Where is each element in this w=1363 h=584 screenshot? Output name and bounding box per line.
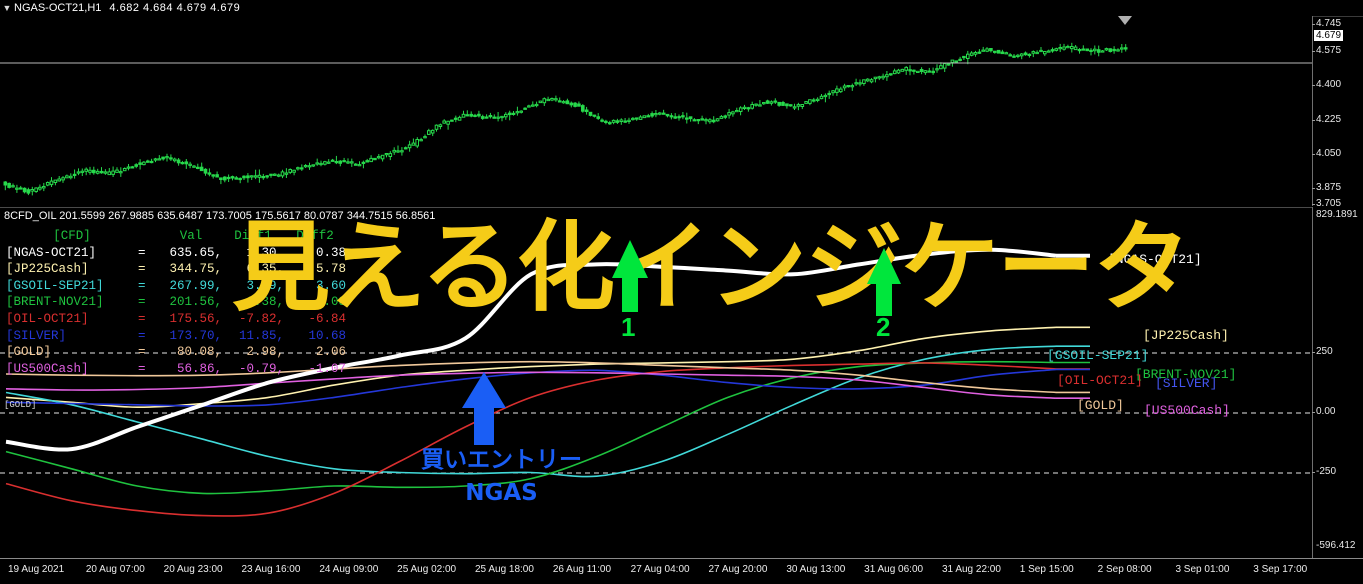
cfd-table-row: [BRENT-NOV21] = 201.56, -6.38, -6.08 [6, 295, 346, 310]
arrow-label-2: 2 [876, 312, 891, 342]
indicator-tick: 250 [1312, 346, 1333, 357]
series-label: [BRENT-NOV21] [1135, 367, 1237, 382]
arrow-label-1: 1 [621, 312, 636, 342]
time-axis-label: 3 Sep 17:00 [1253, 564, 1308, 575]
indicator-tick-min: -596.412 [1316, 540, 1356, 551]
price-axis-scale[interactable]: 4.745 4.679 4.575 4.400 4.225 4.050 3.87… [1311, 16, 1363, 209]
indicator-tick-max: 829.1891 [1316, 209, 1358, 220]
indicator-chart-pane[interactable]: [GOLD] [0, 207, 1313, 559]
series-label: [GSOIL-SEP21] [1047, 348, 1149, 363]
price-tick: 4.225 [1311, 114, 1342, 125]
price-tick: 4.745 [1311, 18, 1342, 29]
buy-entry-line2: NGAS [465, 480, 538, 506]
price-tick: 3.705 [1311, 198, 1342, 209]
cfd-table-row: [NGAS-OCT21] = 635.65, 1.30, 0.38 [6, 245, 346, 260]
indicator-left-small-label: [GOLD] [4, 400, 37, 410]
time-axis-label: 1 Sep 15:00 [1019, 564, 1074, 575]
series-line [5, 345, 1057, 478]
series-label: [GOLD] [1077, 398, 1124, 413]
cfd-table-row: [OIL-OCT21] = 175.56, -7.82, -6.84 [6, 311, 346, 326]
time-axis-label: 25 Aug 18:00 [474, 564, 534, 575]
time-axis-label: 23 Aug 16:00 [241, 564, 301, 575]
time-axis-label: 20 Aug 23:00 [163, 564, 223, 575]
series-line [5, 360, 1057, 394]
series-label: [SILVER] [1155, 376, 1218, 391]
series-line [5, 371, 1057, 399]
chart-ohlc-values: 4.682 4.684 4.679 4.679 [109, 2, 241, 14]
chart-cursor-marker [1118, 16, 1132, 25]
indicator-header-label: 8CFD_OIL 201.5599 267.9885 635.6487 173.… [4, 210, 436, 222]
cfd-table-row: [GOLD] = 80.08, 2.98, 2.06 [6, 345, 346, 360]
indicator-tick: 0.00 [1311, 406, 1336, 417]
series-label: [OIL-OCT21] [1057, 373, 1143, 388]
chevron-down-icon[interactable]: ▼ [2, 3, 12, 13]
price-tick: 3.875 [1311, 182, 1342, 193]
time-axis-label: 31 Aug 06:00 [864, 564, 924, 575]
time-axis-label: 3 Sep 01:00 [1175, 564, 1230, 575]
series-label: [NGAS-OCT21] [1108, 252, 1202, 267]
price-chart-pane[interactable] [0, 16, 1313, 206]
time-axis-label: 31 Aug 22:00 [941, 564, 1001, 575]
cfd-table-header: [CFD] Val Diff1 Diff2 [53, 229, 334, 243]
time-axis-label: 27 Aug 20:00 [708, 564, 768, 575]
series-line [5, 362, 1057, 517]
price-tick: 4.575 [1311, 45, 1342, 56]
price-tick: 4.400 [1311, 79, 1342, 90]
cfd-table-row: [GSOIL-SEP21] = 267.99, 3.69, 3.60 [6, 278, 346, 293]
time-axis-label: 24 Aug 09:00 [319, 564, 379, 575]
buy-entry-line1: 買いエントリー [421, 447, 582, 473]
headline-annotation: 見える化インジケータ [232, 211, 1191, 325]
series-label: [JP225Cash] [1143, 328, 1229, 343]
series-label: [US500Cash] [1144, 403, 1230, 418]
time-axis-label: 25 Aug 02:00 [397, 564, 457, 575]
candlestick-chart [0, 16, 1313, 196]
indicator-axis-scale[interactable]: 829.1891 250 0.00 -250 -596.412 [1311, 207, 1363, 558]
time-axis-label: 19 Aug 2021 [8, 564, 65, 575]
time-axis-label: 30 Aug 13:00 [786, 564, 846, 575]
indicator-tick: -250 [1311, 466, 1337, 477]
cfd-values-table: [CFD] Val Diff1 Diff2 [NGAS-OCT21] = 635.65, 1.… [6, 228, 346, 377]
time-axis[interactable]: 19 Aug 2021 20 Aug 07:00 20 Aug 23:00 23 Au… [0, 558, 1363, 584]
time-axis-label: 27 Aug 04:00 [630, 564, 690, 575]
cfd-table-row: [US500Cash] = 56.86, -0.79, -1.07 [6, 361, 346, 376]
time-axis-label: 2 Sep 08:00 [1097, 564, 1152, 575]
time-axis-label: 20 Aug 07:00 [85, 564, 145, 575]
cfd-table-row: [SILVER] = 173.70, 11.85, 10.68 [6, 328, 346, 343]
current-price-badge: 4.679 [1314, 30, 1344, 41]
chart-symbol-label: NGAS-OCT21,H1 [14, 2, 102, 14]
chart-title-bar: ▼ NGAS-OCT21,H1 4.682 4.684 4.679 4.679 [0, 0, 1363, 17]
price-tick: 4.050 [1311, 148, 1342, 159]
cfd-table-row: [JP225Cash] = 344.75, 6.35, 5.78 [6, 262, 346, 277]
time-axis-label: 26 Aug 11:00 [552, 564, 612, 575]
series-line [5, 360, 1057, 495]
buy-entry-annotation: 買いエントリー NGAS [409, 444, 594, 510]
